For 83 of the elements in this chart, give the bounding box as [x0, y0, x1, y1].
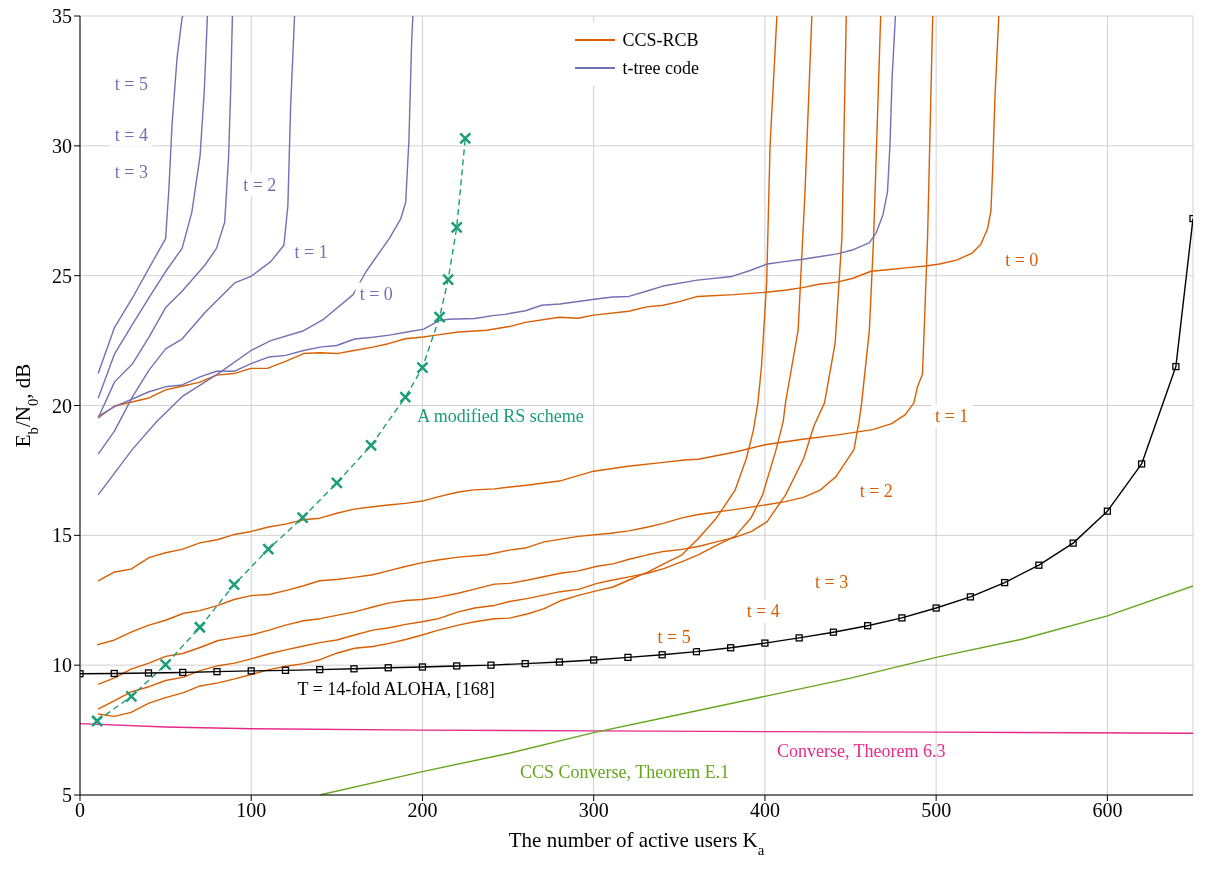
annotation: T = 14-fold ALOHA, [168]: [297, 679, 495, 700]
x-tick-label: 400: [749, 799, 780, 822]
y-tick-label: 5: [62, 784, 72, 807]
legend-label: CCS-RCB: [622, 29, 699, 52]
x-tick-label: 0: [75, 799, 85, 822]
point: [1001, 578, 1009, 587]
point: [590, 656, 598, 664]
point: [795, 634, 803, 642]
point: [829, 628, 838, 636]
y-tick-label: 25: [52, 264, 72, 287]
point: [125, 690, 138, 703]
annotation: t = 4: [114, 124, 148, 145]
annotation: t = 5: [114, 73, 148, 93]
line-series: [97, 16, 184, 375]
annotation: t = 2: [859, 480, 893, 501]
point: [416, 361, 429, 374]
y-tick-label: 15: [52, 524, 72, 547]
x-tick-label: 200: [407, 799, 438, 822]
annotation: t = 1: [934, 405, 969, 426]
point: [1137, 460, 1146, 468]
annotation: t = 0: [359, 283, 393, 304]
point: [1172, 362, 1180, 371]
point: [658, 651, 666, 659]
annotation: t = 3: [815, 571, 849, 592]
point: [399, 390, 412, 404]
annotation: A modified RS scheme: [417, 406, 584, 427]
annotation: t = 4: [746, 600, 780, 621]
point: [193, 621, 207, 634]
point: [247, 667, 255, 675]
point: [433, 310, 446, 324]
line-series: [97, 16, 209, 399]
y-tick-label: 10: [52, 654, 72, 677]
point: [179, 668, 187, 677]
point: [487, 661, 495, 669]
point: [110, 669, 118, 678]
point: [932, 604, 940, 612]
x-axis-title: The number of active users K$_{a}$: [508, 828, 765, 858]
point: [159, 658, 172, 671]
point: [453, 662, 461, 670]
point: [692, 648, 701, 656]
point: [330, 476, 344, 490]
annotation: t = 2: [243, 174, 277, 195]
x-tick-label: 600: [1092, 799, 1123, 822]
point: [864, 622, 872, 630]
point: [281, 666, 290, 675]
point: [555, 658, 564, 666]
point: [364, 439, 378, 452]
annotation: t = 1: [294, 241, 328, 262]
point: [296, 511, 309, 524]
point: [761, 639, 769, 647]
point: [1103, 507, 1112, 515]
x-tick-label: 100: [236, 799, 267, 822]
point: [90, 714, 104, 728]
y-tick-label: 20: [52, 394, 72, 417]
point: [898, 614, 906, 622]
point: [966, 593, 975, 601]
point: [213, 668, 221, 676]
point: [227, 578, 241, 591]
annotation: t = 5: [657, 626, 691, 647]
annotation: CCS Converse, Theorem E.1: [520, 762, 730, 783]
point: [350, 665, 358, 673]
annotation: Converse, Theorem 6.3: [776, 740, 946, 761]
point: [450, 221, 463, 234]
y-tick-label: 30: [52, 134, 72, 157]
line-series: [80, 722, 1193, 734]
point: [624, 653, 632, 662]
point: [384, 664, 392, 672]
point: [144, 669, 153, 677]
point: [262, 542, 275, 556]
point: [521, 659, 529, 668]
annotation: t = 0: [1005, 249, 1039, 270]
point: [1035, 561, 1043, 569]
legend-label: t-tree code: [622, 57, 699, 80]
point: [441, 273, 455, 286]
point: [1069, 539, 1077, 547]
annotation: t = 3: [114, 161, 148, 182]
x-tick-label: 500: [921, 799, 952, 822]
point: [418, 663, 427, 671]
x-tick-label: 300: [578, 799, 609, 822]
point: [459, 132, 472, 145]
point: [316, 665, 324, 674]
point: [727, 644, 735, 652]
y-tick-label: 35: [52, 5, 72, 28]
